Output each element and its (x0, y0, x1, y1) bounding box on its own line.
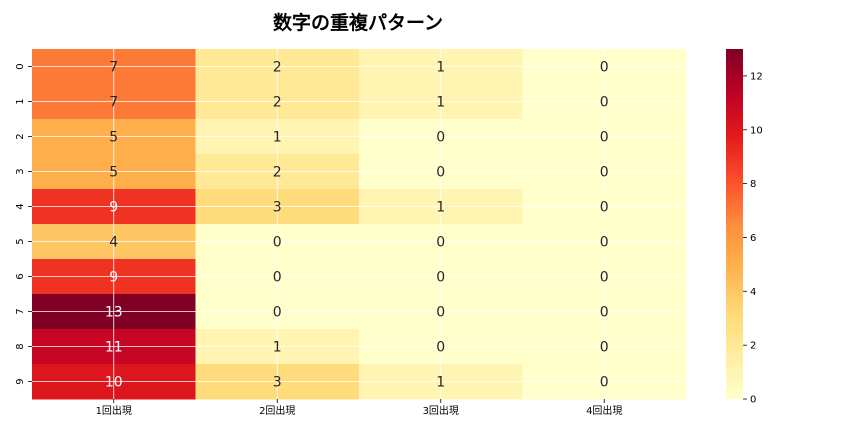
colorbar-tick-label-6: 6 (750, 233, 756, 244)
y-axis-ticks: 0 1 2 3 4 5 6 7 8 9 (15, 63, 32, 385)
y-tick-label-6: 6 (15, 273, 26, 279)
cell-annotations: 7 2 1 07 2 1 05 1 0 05 2 0 09 3 1 04 0 0 09 0 0 013 0 0 011 1 0 010… (105, 60, 609, 391)
cell-value-r2-c1: 1 (273, 130, 282, 146)
cell-value-r0-c3: 0 (600, 60, 609, 76)
chart-title: 数字の重複パターン (273, 11, 443, 34)
cell-value-r9-c0: 10 (105, 375, 123, 391)
cell-value-r8-c1: 1 (273, 340, 282, 356)
x-tick-label-3: 4回出現 (586, 404, 622, 417)
cell-value-r9-c1: 3 (273, 375, 282, 391)
y-tick-label-7: 7 (15, 308, 26, 314)
cell-value-r5-c0: 4 (109, 235, 118, 251)
cell-value-r8-c0: 11 (105, 340, 123, 356)
cell-value-r7-c2: 0 (436, 305, 445, 321)
colorbar-tick-label-4: 4 (750, 287, 756, 298)
cell-value-r9-c2: 1 (436, 375, 445, 391)
cell-value-r4-c3: 0 (600, 200, 609, 216)
cell-value-r4-c2: 1 (436, 200, 445, 216)
x-axis-ticks: 1回出現 2回出現 3回出現 4回出現 (96, 399, 622, 417)
grid-lines (32, 49, 686, 399)
cell-value-r8-c2: 0 (436, 340, 445, 356)
cell-value-r1-c3: 0 (600, 95, 609, 111)
cell-value-r4-c1: 3 (273, 200, 282, 216)
cell-value-r5-c2: 0 (436, 235, 445, 251)
cell-value-r1-c1: 2 (273, 95, 282, 111)
cell-value-r7-c0: 13 (105, 305, 123, 321)
colorbar-tick-label-10: 10 (750, 125, 763, 136)
cell-value-r3-c2: 0 (436, 165, 445, 181)
colorbar-tick-label-12: 12 (750, 71, 763, 82)
colorbar-gradient (726, 49, 743, 399)
cell-value-r6-c0: 9 (109, 270, 118, 286)
cell-value-r7-c3: 0 (600, 305, 609, 321)
y-tick-label-5: 5 (15, 238, 26, 244)
cell-value-r1-c0: 7 (109, 95, 118, 111)
cell-value-r3-c1: 2 (273, 165, 282, 181)
cell-value-r9-c3: 0 (600, 375, 609, 391)
colorbar-tick-label-8: 8 (750, 179, 756, 190)
y-tick-label-3: 3 (15, 168, 26, 174)
cell-value-r2-c2: 0 (436, 130, 445, 146)
cell-value-r6-c1: 0 (273, 270, 282, 286)
y-tick-label-4: 4 (15, 203, 26, 209)
cell-value-r8-c3: 0 (600, 340, 609, 356)
cell-value-r0-c0: 7 (109, 60, 118, 76)
y-tick-label-1: 1 (15, 98, 26, 104)
cell-value-r6-c3: 0 (600, 270, 609, 286)
x-tick-label-2: 3回出現 (423, 404, 459, 417)
y-tick-label-0: 0 (15, 63, 26, 69)
cell-value-r7-c1: 0 (273, 305, 282, 321)
cell-value-r2-c0: 5 (109, 130, 118, 146)
cell-value-r5-c1: 0 (273, 235, 282, 251)
colorbar-tick-label-2: 2 (750, 341, 756, 352)
cell-value-r4-c0: 9 (109, 200, 118, 216)
cell-value-r0-c1: 2 (273, 60, 282, 76)
y-tick-label-8: 8 (15, 343, 26, 349)
cell-value-r3-c3: 0 (600, 165, 609, 181)
cell-value-r3-c0: 5 (109, 165, 118, 181)
cell-value-r0-c2: 1 (436, 60, 445, 76)
colorbar-tick-label-0: 0 (750, 395, 756, 406)
colorbar: 0 2 4 6 8 10 12 (726, 49, 763, 406)
y-tick-label-9: 9 (15, 378, 26, 384)
x-tick-label-1: 2回出現 (259, 404, 295, 417)
cell-value-r1-c2: 1 (436, 95, 445, 111)
x-tick-label-0: 1回出現 (96, 404, 132, 417)
y-tick-label-2: 2 (15, 133, 26, 139)
cell-value-r2-c3: 0 (600, 130, 609, 146)
cell-value-r5-c3: 0 (600, 235, 609, 251)
cell-value-r6-c2: 0 (436, 270, 445, 286)
